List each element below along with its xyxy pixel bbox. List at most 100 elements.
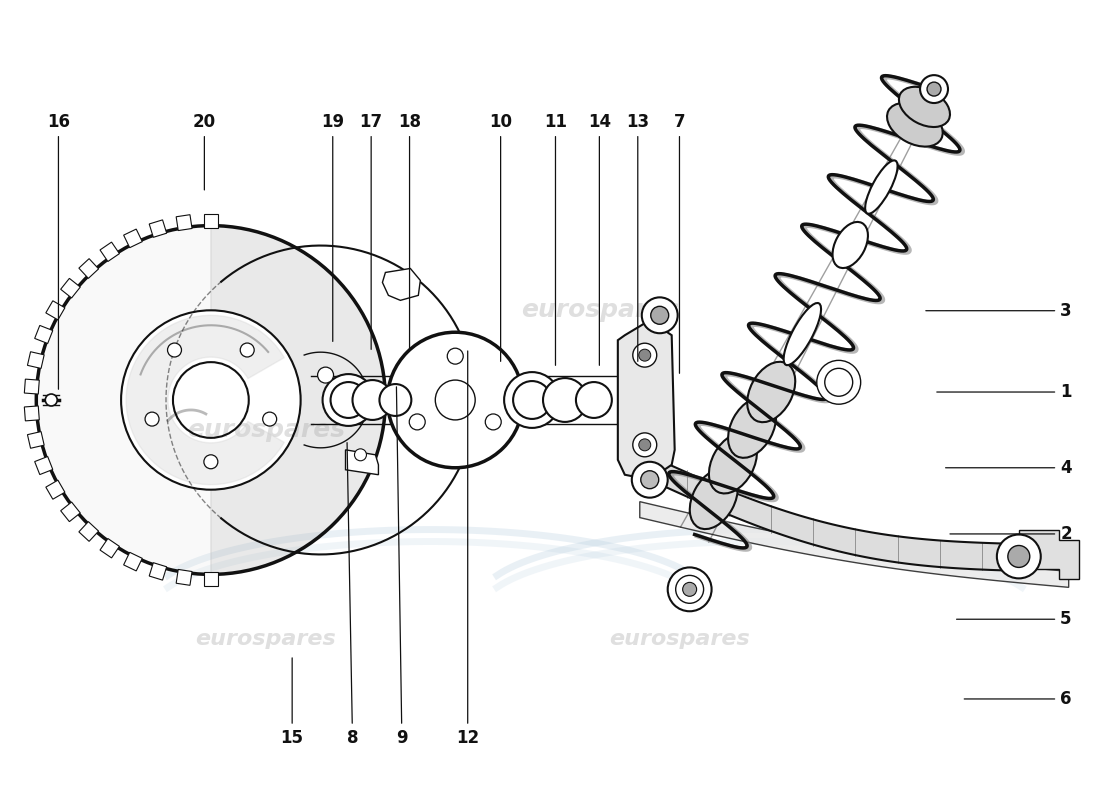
Text: eurospares: eurospares [187, 418, 344, 442]
Polygon shape [126, 315, 284, 485]
Text: 5: 5 [957, 610, 1071, 628]
Text: 12: 12 [456, 351, 480, 746]
Text: 9: 9 [396, 387, 408, 746]
Circle shape [997, 534, 1041, 578]
Circle shape [576, 382, 612, 418]
Circle shape [639, 439, 651, 451]
Polygon shape [383, 269, 420, 300]
Polygon shape [123, 229, 142, 248]
Text: 19: 19 [321, 113, 344, 342]
Polygon shape [618, 320, 674, 480]
Circle shape [817, 360, 860, 404]
Text: 11: 11 [544, 113, 566, 366]
Circle shape [448, 348, 463, 364]
Text: eurospares: eurospares [520, 298, 679, 322]
Circle shape [631, 462, 668, 498]
Polygon shape [24, 379, 40, 394]
Polygon shape [60, 278, 80, 298]
Circle shape [504, 372, 560, 428]
Text: 7: 7 [673, 113, 685, 374]
Polygon shape [345, 450, 378, 474]
Text: eurospares: eurospares [196, 629, 337, 649]
Circle shape [240, 343, 254, 357]
Polygon shape [176, 570, 192, 586]
Polygon shape [647, 454, 1022, 571]
Circle shape [641, 298, 678, 334]
Circle shape [641, 470, 659, 489]
Polygon shape [36, 226, 211, 574]
Text: 16: 16 [47, 113, 70, 390]
Text: 1: 1 [937, 383, 1071, 401]
Circle shape [668, 567, 712, 611]
Polygon shape [100, 538, 120, 558]
Polygon shape [28, 352, 44, 369]
Text: 17: 17 [360, 113, 383, 350]
Polygon shape [100, 242, 120, 262]
Text: eurospares: eurospares [609, 629, 750, 649]
Polygon shape [204, 214, 218, 228]
Circle shape [675, 575, 704, 603]
Circle shape [387, 332, 524, 468]
Polygon shape [176, 214, 192, 230]
Circle shape [409, 414, 426, 430]
Circle shape [322, 374, 374, 426]
Text: 2: 2 [950, 525, 1071, 543]
Circle shape [927, 82, 940, 96]
Text: 10: 10 [490, 113, 513, 362]
Ellipse shape [783, 303, 821, 365]
Text: 4: 4 [946, 458, 1071, 477]
Polygon shape [150, 220, 167, 238]
Polygon shape [35, 457, 53, 474]
Circle shape [920, 75, 948, 103]
Circle shape [379, 384, 411, 416]
Text: 6: 6 [965, 690, 1071, 708]
Polygon shape [640, 502, 1069, 587]
Text: 8: 8 [346, 442, 359, 746]
Polygon shape [35, 326, 53, 343]
Polygon shape [46, 301, 65, 320]
Polygon shape [28, 431, 44, 448]
Ellipse shape [887, 103, 943, 146]
Circle shape [683, 582, 696, 596]
Circle shape [632, 433, 657, 457]
Ellipse shape [690, 469, 738, 529]
Polygon shape [24, 406, 40, 421]
Polygon shape [150, 562, 167, 580]
Ellipse shape [708, 433, 757, 494]
Polygon shape [79, 258, 99, 278]
Ellipse shape [833, 222, 868, 268]
Circle shape [331, 382, 366, 418]
Circle shape [204, 455, 218, 469]
Text: 20: 20 [192, 113, 216, 190]
Text: 14: 14 [587, 113, 610, 366]
Circle shape [1008, 546, 1030, 567]
Circle shape [436, 380, 475, 420]
Circle shape [632, 343, 657, 367]
Circle shape [639, 349, 651, 361]
Text: 3: 3 [926, 302, 1071, 320]
Circle shape [45, 394, 57, 406]
Polygon shape [211, 226, 385, 574]
Circle shape [167, 343, 182, 357]
Ellipse shape [728, 398, 777, 458]
Circle shape [354, 449, 366, 461]
Circle shape [145, 412, 160, 426]
Text: 18: 18 [398, 113, 421, 350]
Polygon shape [1019, 530, 1079, 579]
Polygon shape [204, 572, 218, 586]
Text: 15: 15 [280, 658, 304, 746]
Ellipse shape [747, 362, 795, 422]
Polygon shape [123, 552, 142, 571]
Text: 13: 13 [626, 113, 649, 362]
Polygon shape [79, 522, 99, 542]
Ellipse shape [899, 86, 950, 127]
Polygon shape [46, 480, 65, 499]
Circle shape [513, 381, 551, 419]
Circle shape [318, 367, 333, 383]
Circle shape [263, 412, 277, 426]
Circle shape [825, 368, 852, 396]
Circle shape [485, 414, 502, 430]
Ellipse shape [865, 161, 898, 214]
Polygon shape [60, 502, 80, 522]
Circle shape [352, 380, 393, 420]
